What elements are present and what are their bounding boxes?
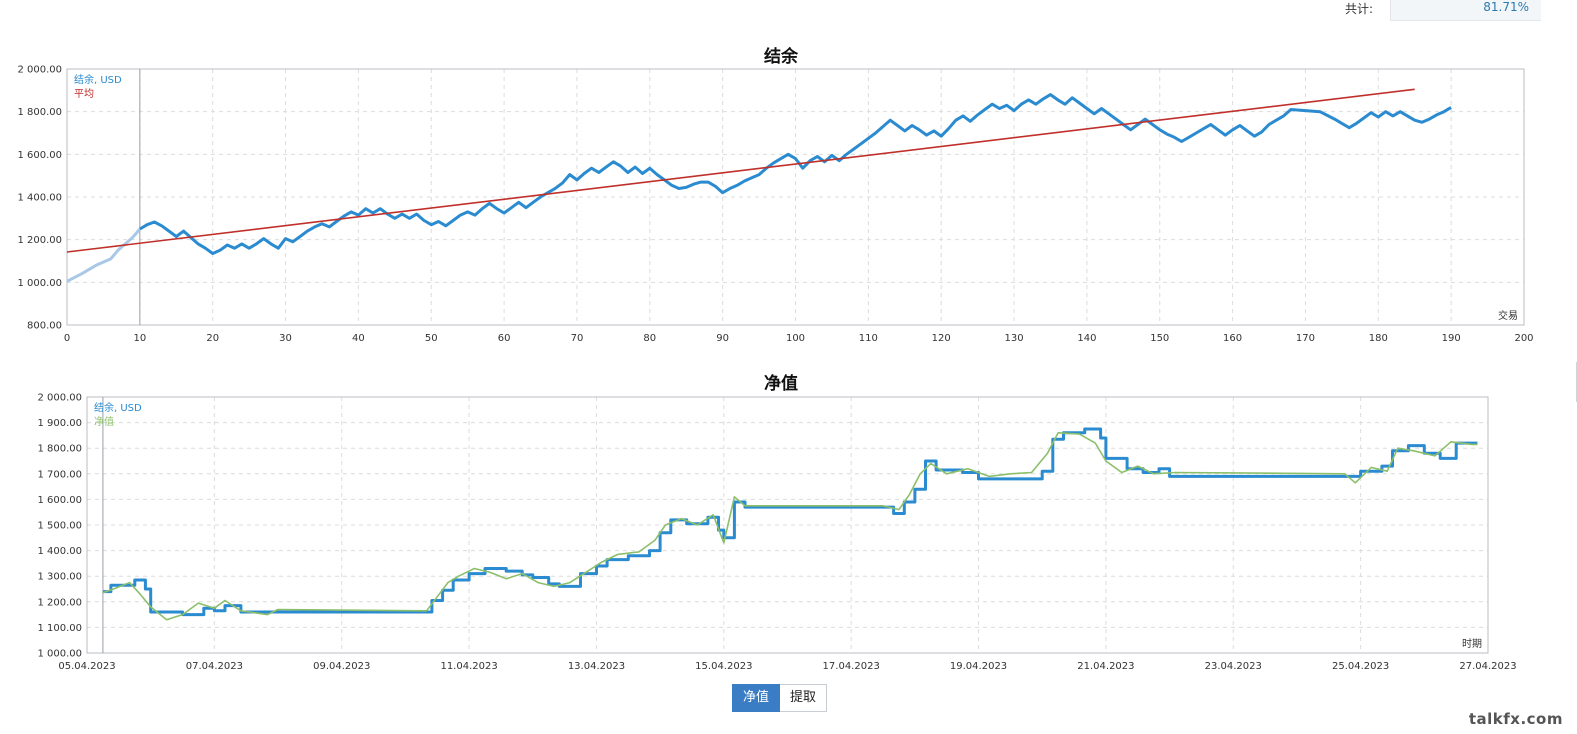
equity-x-axis-label: 时期 <box>1462 638 1482 650</box>
balance-x-tick-label: 60 <box>498 333 511 344</box>
balance-x-tick-label: 200 <box>1514 333 1533 344</box>
equity-y-tick-label: 1 400.00 <box>37 546 82 557</box>
balance-x-axis-label: 交易 <box>1498 309 1518 322</box>
equity-x-tick-label: 21.04.2023 <box>1077 661 1134 672</box>
total-value: 81.71% <box>1483 0 1529 14</box>
equity-y-tick-label: 1 800.00 <box>37 444 82 455</box>
balance-x-tick-label: 190 <box>1442 333 1461 344</box>
balance-x-tick-label: 180 <box>1369 333 1388 344</box>
balance-x-tick-label: 10 <box>133 333 146 344</box>
equity-legend-equity: 净值 <box>94 415 114 428</box>
equity-line <box>102 431 1478 621</box>
equity-x-tick-label: 11.04.2023 <box>440 661 497 672</box>
balance-y-tick-label: 2 000.00 <box>17 65 62 76</box>
balance-plot-frame <box>66 68 1525 326</box>
equity-x-tick-label: 25.04.2023 <box>1332 661 1389 672</box>
balance-legend-average: 平均 <box>74 88 94 100</box>
watermark: talkfx.com <box>1468 710 1563 728</box>
chart-tabs: 净值 提取 <box>732 684 828 712</box>
total-label: 共计: <box>1345 2 1374 16</box>
balance-x-tick-label: 90 <box>716 333 729 344</box>
balance-y-tick-label: 1 600.00 <box>17 150 62 161</box>
balance-x-tick-label: 160 <box>1223 333 1242 344</box>
equity-y-tick-label: 1 200.00 <box>37 597 82 608</box>
equity-plot-frame <box>86 396 1489 654</box>
equity-x-tick-label: 09.04.2023 <box>313 661 370 672</box>
balance-x-tick-label: 100 <box>786 333 805 344</box>
equity-balance-line <box>102 427 1478 617</box>
balance-x-tick-label: 50 <box>425 333 438 344</box>
balance-x-tick-label: 110 <box>859 333 878 344</box>
balance-x-tick-label: 70 <box>571 333 584 344</box>
balance-line-history <box>66 228 142 283</box>
equity-x-tick-label: 27.04.2023 <box>1459 661 1516 672</box>
equity-x-tick-label: 17.04.2023 <box>823 661 880 672</box>
balance-x-tick-label: 80 <box>643 333 656 344</box>
equity-y-tick-label: 1 900.00 <box>37 418 82 429</box>
balance-chart-title: 结余 <box>764 47 798 67</box>
equity-x-tick-label: 23.04.2023 <box>1205 661 1262 672</box>
balance-y-tick-label: 1 000.00 <box>17 278 62 289</box>
balance-x-tick-label: 120 <box>932 333 951 344</box>
balance-x-tick-label: 40 <box>352 333 365 344</box>
balance-x-tick-label: 140 <box>1077 333 1096 344</box>
equity-y-tick-label: 1 600.00 <box>37 495 82 506</box>
equity-y-tick-label: 2 000.00 <box>37 393 82 404</box>
balance-y-tick-label: 1 400.00 <box>17 193 62 204</box>
equity-y-tick-label: 1 000.00 <box>37 649 82 660</box>
average-line <box>66 88 1415 253</box>
equity-y-tick-label: 1 300.00 <box>37 572 82 583</box>
balance-chart: 800.00 1 000.00 1 200.00 1 400.00 1 600.00 1 … <box>17 65 1533 345</box>
balance-x-tick-label: 0 <box>64 333 70 344</box>
balance-y-tick-label: 1 800.00 <box>17 107 62 118</box>
balance-legend-balance: 结余, USD <box>74 73 122 86</box>
scroll-edge <box>1572 362 1577 402</box>
balance-x-tick-label: 130 <box>1005 333 1024 344</box>
equity-y-tick-label: 1 100.00 <box>37 623 82 634</box>
total-value-box: 81.71% <box>1390 0 1541 21</box>
balance-x-tick-label: 20 <box>206 333 219 344</box>
balance-x-tick-label: 150 <box>1150 333 1169 344</box>
summary-bar: 共计: 81.71% <box>0 0 1577 22</box>
equity-x-tick-label: 19.04.2023 <box>950 661 1007 672</box>
equity-y-tick-label: 1 500.00 <box>37 521 82 532</box>
equity-chart: 1 000.00 1 100.00 1 200.00 1 300.00 1 400.00… <box>37 393 1516 673</box>
equity-chart-title: 净值 <box>764 374 798 394</box>
balance-y-tick-label: 800.00 <box>27 321 62 332</box>
equity-x-tick-label: 15.04.2023 <box>695 661 752 672</box>
tab-equity[interactable]: 净值 <box>732 684 781 712</box>
equity-y-tick-label: 1 700.00 <box>37 469 82 480</box>
balance-y-tick-label: 1 200.00 <box>17 235 62 246</box>
equity-x-tick-label: 07.04.2023 <box>186 661 243 672</box>
tab-withdrawal[interactable]: 提取 <box>780 684 828 712</box>
equity-x-tick-label: 05.04.2023 <box>58 661 115 672</box>
equity-legend-balance: 结余, USD <box>94 401 142 414</box>
balance-line <box>139 93 1452 255</box>
balance-x-tick-label: 170 <box>1296 333 1315 344</box>
balance-x-tick-label: 30 <box>279 333 292 344</box>
equity-x-tick-label: 13.04.2023 <box>568 661 625 672</box>
